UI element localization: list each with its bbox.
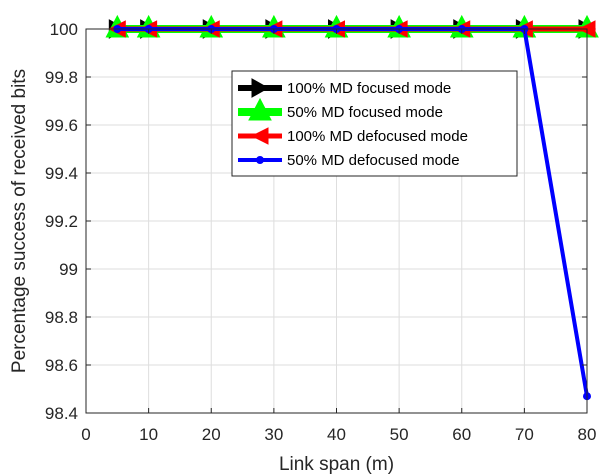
legend-item-2: 100% MD defocused mode: [238, 127, 468, 145]
ticks: [85, 28, 588, 414]
legend-marker: [248, 97, 272, 121]
x-tick-label: 80: [578, 425, 597, 444]
x-tick-label: 0: [81, 425, 90, 444]
y-tick-label: 99.8: [45, 68, 78, 87]
legend-marker: [256, 156, 264, 164]
y-tick-label: 98.4: [45, 404, 78, 423]
y-tick-label: 100: [50, 20, 78, 39]
x-tick-label: 50: [390, 425, 409, 444]
x-tick-label: 10: [139, 425, 158, 444]
y-tick-label: 98.8: [45, 308, 78, 327]
x-tick-label: 30: [264, 425, 283, 444]
legend-item-3: 50% MD defocused mode: [238, 152, 460, 169]
legend-marker: [250, 127, 269, 145]
y-tick-label: 99: [59, 260, 78, 279]
legend-label: 50% MD focused mode: [287, 104, 443, 121]
legend-label: 50% MD defocused mode: [287, 152, 460, 169]
x-tick-label: 20: [202, 425, 221, 444]
y-tick-label: 99.6: [45, 116, 78, 135]
legend-item-0: 100% MD focused mode: [238, 78, 451, 98]
y-axis-title: Percentage success of received bits: [9, 69, 30, 373]
y-tick-label: 99.2: [45, 212, 78, 231]
y-tick-label: 99.4: [45, 164, 78, 183]
y-tick-label: 98.6: [45, 356, 78, 375]
x-tick-label: 60: [452, 425, 471, 444]
x-axis-title: Link span (m): [279, 454, 394, 475]
tick-labels: 0 10 20 30 40 50 60 70 80 98.4 98.6 98.8 99 99.2 99.4 9…: [45, 20, 597, 444]
legend-marker: [251, 78, 270, 98]
x-tick-label: 40: [327, 425, 346, 444]
legend: 100% MD focused mode 50% MD focused mode 1…: [231, 70, 518, 177]
legend-item-1: 50% MD focused mode: [238, 97, 443, 121]
x-tick-label: 70: [515, 425, 534, 444]
legend-label: 100% MD focused mode: [287, 80, 451, 97]
legend-label: 100% MD defocused mode: [287, 128, 468, 145]
